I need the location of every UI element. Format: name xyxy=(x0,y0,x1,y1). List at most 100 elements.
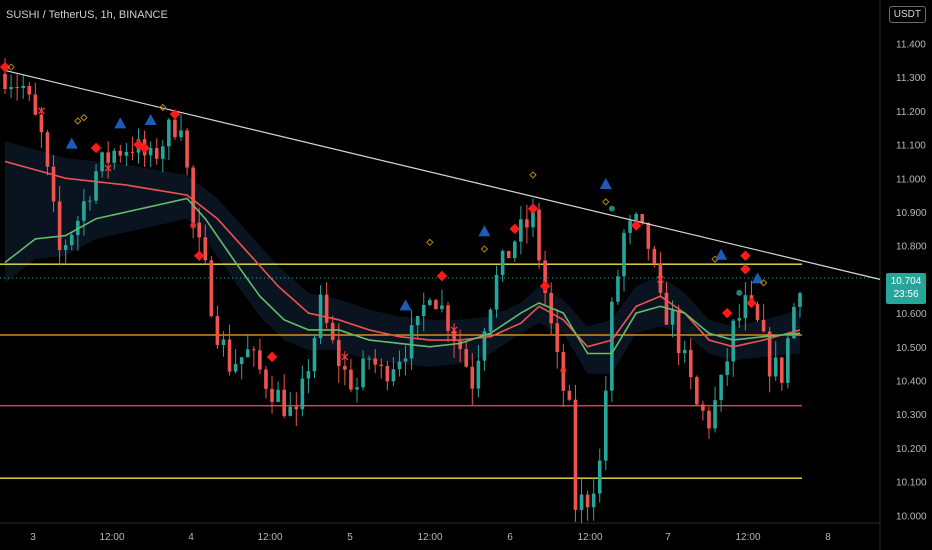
candle-body xyxy=(288,406,293,416)
candle-body xyxy=(51,166,56,202)
candle-body xyxy=(379,364,384,366)
signal-diamond-marker xyxy=(193,250,205,261)
candle-body xyxy=(676,310,681,353)
y-tick-label: 11.400 xyxy=(896,39,926,50)
signal-diamond-marker xyxy=(159,103,167,112)
x-tick-label: 8 xyxy=(825,532,831,543)
candle-body xyxy=(252,349,256,351)
candle-body xyxy=(670,310,675,325)
candle-body xyxy=(15,87,19,89)
candle-body xyxy=(112,150,117,163)
candle-body xyxy=(628,220,632,233)
signal-diamond-marker xyxy=(169,109,181,120)
candle-body xyxy=(215,316,220,346)
candle-body xyxy=(57,201,62,251)
candle-body xyxy=(282,389,286,416)
candle-body xyxy=(349,369,353,390)
candle-body xyxy=(743,295,748,319)
candle-body xyxy=(209,260,214,317)
x-tick-label: 7 xyxy=(665,532,671,543)
y-tick-label: 11.000 xyxy=(896,174,926,185)
candle-body xyxy=(415,316,420,326)
signal-diamond-marker xyxy=(480,245,489,253)
currency-label[interactable]: USDT xyxy=(888,6,926,23)
candle-body xyxy=(713,400,717,429)
y-tick-label: 11.100 xyxy=(896,141,926,152)
candle-body xyxy=(482,331,487,361)
candle-body xyxy=(725,361,729,375)
candle-body xyxy=(167,119,171,147)
candle-body xyxy=(737,318,742,321)
candle-body xyxy=(476,360,481,389)
signal-triangle-marker xyxy=(715,248,728,260)
y-tick-label: 10.200 xyxy=(896,444,927,455)
candle-body xyxy=(786,338,790,383)
candle-body xyxy=(604,390,608,461)
candle-body xyxy=(458,341,462,350)
candle-body xyxy=(755,304,760,320)
candle-body xyxy=(124,151,129,156)
bar-countdown: 23:56 xyxy=(893,289,919,300)
candle-body xyxy=(397,361,402,370)
candle-body xyxy=(33,94,38,115)
candle-body xyxy=(591,493,596,508)
signal-triangle-marker xyxy=(599,178,612,190)
candle-body xyxy=(148,148,153,156)
candle-body xyxy=(652,248,657,264)
candle-body xyxy=(21,85,26,88)
candle-body xyxy=(421,304,426,317)
ma-cloud xyxy=(5,141,800,374)
candle-body xyxy=(276,389,280,402)
candle-body xyxy=(525,219,529,228)
candle-body xyxy=(543,260,547,294)
y-tick-label: 10.100 xyxy=(896,478,927,489)
candle-body xyxy=(512,241,517,259)
candle-body xyxy=(506,250,511,259)
x-tick-label: 12:00 xyxy=(577,532,602,543)
candle-body xyxy=(100,152,104,172)
candle-body xyxy=(779,357,784,383)
candle-body xyxy=(567,390,572,400)
candle-body xyxy=(3,73,7,89)
y-tick-label: 10.500 xyxy=(896,343,927,354)
candle-body xyxy=(519,219,523,242)
candle-body xyxy=(616,276,620,302)
signal-x-marker xyxy=(104,164,112,172)
candle-body xyxy=(179,130,183,138)
candle-body xyxy=(464,349,469,367)
ma-slow-line xyxy=(4,160,801,348)
signal-x-marker xyxy=(450,326,458,334)
candle-body xyxy=(130,151,135,153)
candle-body xyxy=(658,263,663,293)
candle-body xyxy=(409,325,414,359)
candle-body xyxy=(531,209,535,228)
candle-body xyxy=(688,349,693,378)
signal-diamond-marker xyxy=(80,113,88,122)
candle-body xyxy=(154,148,159,159)
candle-body xyxy=(646,222,651,249)
signal-diamond-marker xyxy=(759,279,768,287)
signal-diamond-marker xyxy=(90,142,102,154)
signal-x-marker xyxy=(37,107,45,115)
signal-dot-marker xyxy=(190,222,197,229)
candle-body xyxy=(707,410,711,429)
candle-body xyxy=(361,358,365,388)
candle-body xyxy=(300,378,305,410)
y-tick-label: 11.200 xyxy=(896,107,926,118)
candle-body xyxy=(585,494,590,508)
signal-diamond-marker xyxy=(740,250,751,261)
y-tick-label: 10.800 xyxy=(896,242,927,253)
signal-dot-marker xyxy=(736,289,743,296)
candle-body xyxy=(245,349,250,358)
candle-body xyxy=(9,87,13,89)
candle-body xyxy=(239,357,244,365)
signal-dot-marker xyxy=(560,367,567,374)
signal-diamond-marker xyxy=(74,117,82,125)
candle-body xyxy=(306,371,311,379)
signal-diamond-marker xyxy=(529,171,537,179)
signal-diamond-marker xyxy=(436,270,448,282)
signal-diamond-marker xyxy=(139,142,150,154)
y-tick-label: 11.300 xyxy=(896,73,926,84)
candle-body xyxy=(440,305,444,310)
